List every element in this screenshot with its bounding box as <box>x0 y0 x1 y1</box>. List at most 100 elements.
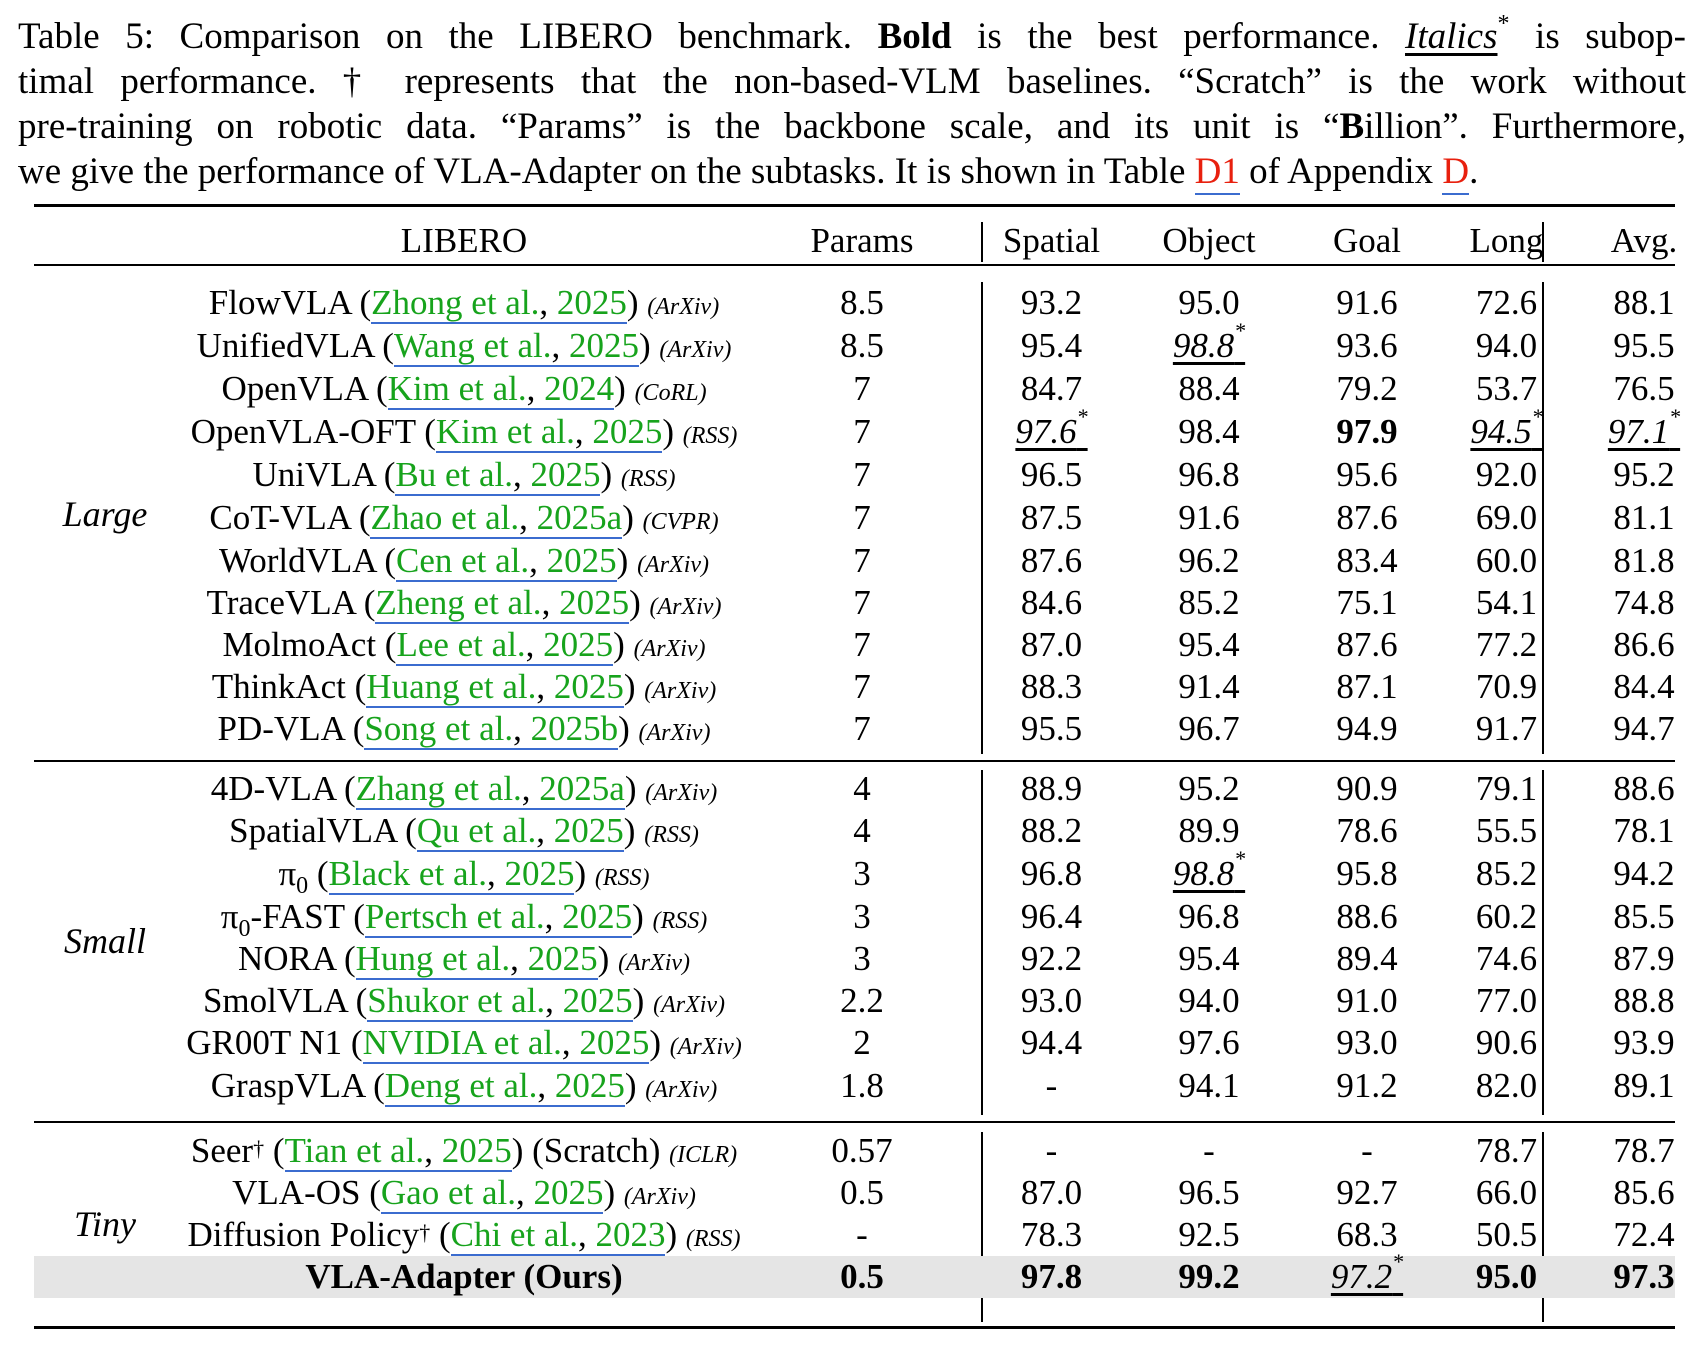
spatial-cell: 88.3 <box>979 666 1124 708</box>
goal-cell: 92.7 <box>1302 1172 1432 1214</box>
citation-year: 2025b <box>530 709 619 748</box>
object-value: 98.4 <box>1178 412 1240 451</box>
citation-link[interactable]: Kim et al., 2024 <box>387 369 615 410</box>
citation-link[interactable]: Song et al., 2025b <box>364 709 619 750</box>
header-goal: Goal <box>1332 221 1402 260</box>
citation-link[interactable]: Kim et al., 2025 <box>435 412 663 453</box>
suboptimal-mark: 98.8* <box>1173 848 1245 893</box>
params-cell: 7 <box>794 624 930 666</box>
table-row: FlowVLA (Zhong et al., 2025) (ArXiv) 8.5 9… <box>34 282 1675 324</box>
citation-link[interactable]: Tian et al., 2025 <box>284 1131 512 1172</box>
citation-link[interactable]: Deng et al., 2025 <box>384 1066 625 1107</box>
appendix-d-link[interactable]: D <box>1442 151 1470 195</box>
long-value: 50.5 <box>1475 1215 1538 1254</box>
citation-link[interactable]: Zhong et al., 2025 <box>371 283 627 324</box>
venue-label: (ICLR) <box>669 1142 738 1168</box>
table-row: PD-VLA (Song et al., 2025b) (ArXiv) 7 95.5… <box>34 708 1675 750</box>
suboptimal-mark: 97.6* <box>1015 406 1087 451</box>
params-cell: 1.8 <box>794 1065 930 1107</box>
avg-value: 86.6 <box>1613 625 1675 664</box>
method-cell: UnifiedVLA (Wang et al., 2025) (ArXiv) <box>196 326 732 367</box>
method-name: VLA-Adapter (Ours) <box>305 1257 623 1296</box>
goal-cell: 87.1 <box>1302 666 1432 708</box>
method-cell: PD-VLA (Song et al., 2025b) (ArXiv) <box>217 709 711 750</box>
header-sep-params <box>981 222 983 262</box>
body-sep-long <box>1542 282 1544 754</box>
long-cell: 54.1 <box>1439 582 1574 624</box>
citation-link[interactable]: NVIDIA et al., 2025 <box>362 1023 650 1064</box>
avg-cell: 93.9 <box>1594 1022 1694 1064</box>
citation-link[interactable]: Cen et al., 2025 <box>396 541 617 582</box>
spatial-value: 87.5 <box>1020 498 1083 537</box>
header-avg: Avg. <box>1610 221 1678 260</box>
method-cell: SpatialVLA (Qu et al., 2025) (RSS) <box>229 811 699 852</box>
params-cell: 7 <box>794 540 930 582</box>
object-cell: 94.0 <box>1129 980 1289 1022</box>
spatial-cell: 84.7 <box>979 368 1124 410</box>
table-d1-link[interactable]: D1 <box>1194 151 1240 195</box>
caption-line-2: timal performance. † represents that the… <box>18 61 1686 102</box>
citation-authors: Pertsch et al. <box>364 897 545 936</box>
citation-link[interactable]: Hung et al., 2025 <box>355 939 598 980</box>
goal-cell: 95.6 <box>1302 454 1432 496</box>
long-cell: 50.5 <box>1439 1214 1574 1256</box>
citation-year: 2025 <box>554 1066 625 1105</box>
citation-link[interactable]: Pertsch et al., 2025 <box>364 897 633 938</box>
citation-link[interactable]: Black et al., 2025 <box>328 854 575 895</box>
avg-value: 93.9 <box>1613 1023 1675 1062</box>
citation-link[interactable]: Bu et al., 2025 <box>395 455 601 496</box>
method-cell: UniVLA (Bu et al., 2025) (RSS) <box>252 455 676 496</box>
object-value: 95.2 <box>1178 769 1240 808</box>
citation-link[interactable]: Wang et al., 2025 <box>393 326 639 367</box>
spatial-value: - <box>1045 1066 1058 1105</box>
params-value: 2 <box>853 1023 871 1062</box>
citation-link[interactable]: Shukor et al., 2025 <box>367 981 633 1022</box>
citation-link[interactable]: Qu et al., 2025 <box>416 811 624 852</box>
params-cell: 7 <box>794 368 930 410</box>
avg-value: 94.7 <box>1613 709 1675 748</box>
citation-link[interactable]: Huang et al., 2025 <box>366 667 624 708</box>
venue-label: (ArXiv) <box>653 992 726 1018</box>
method-name: SpatialVLA <box>229 811 397 850</box>
citation-year: 2025 <box>553 811 624 850</box>
long-value: 95.0 <box>1475 1257 1538 1296</box>
object-cell: 91.6 <box>1129 497 1289 539</box>
long-cell: 91.7 <box>1439 708 1574 750</box>
citation-link[interactable]: Zheng et al., 2025 <box>375 583 630 624</box>
table-row: OpenVLA (Kim et al., 2024) (CoRL) 7 84.7 88… <box>34 368 1675 410</box>
object-cell: 98.8* <box>1129 848 1289 895</box>
suboptimal-star: * <box>1392 1249 1404 1275</box>
goal-cell: - <box>1302 1130 1432 1172</box>
method-name: UniVLA <box>252 455 375 494</box>
params-cell: 4 <box>794 810 930 852</box>
goal-value: 87.6 <box>1336 498 1398 537</box>
method-name: FlowVLA <box>208 283 351 322</box>
goal-value: 89.4 <box>1336 939 1398 978</box>
citation-link[interactable]: Zhao et al., 2025a <box>370 498 623 539</box>
citation-link[interactable]: Zhang et al., 2025a <box>355 769 625 810</box>
spatial-cell: 95.5 <box>979 708 1124 750</box>
citation-year: 2025 <box>546 541 617 580</box>
spatial-cell: 84.6 <box>979 582 1124 624</box>
method-name: WorldVLA <box>218 541 376 580</box>
bottom-rule <box>34 1326 1675 1329</box>
params-cell: 2 <box>794 1022 930 1064</box>
params-cell: 7 <box>794 666 930 708</box>
long-value: 94.5 <box>1470 412 1532 451</box>
spatial-cell: 92.2 <box>979 938 1124 980</box>
group-label-large: Large <box>62 494 148 534</box>
citation-authors: Bu et al. <box>395 455 513 494</box>
avg-cell: 81.1 <box>1594 497 1694 539</box>
citation-link[interactable]: Lee et al., 2025 <box>396 625 614 666</box>
body-sep-long-tiny <box>1542 1132 1544 1322</box>
table-row: UniVLA (Bu et al., 2025) (RSS) 7 96.5 96.8 9… <box>34 454 1675 496</box>
method-cell: MolmoAct (Lee et al., 2025) (ArXiv) <box>222 625 706 666</box>
citation-link[interactable]: Chi et al., 2023 <box>450 1215 666 1256</box>
long-value: 55.5 <box>1475 811 1538 850</box>
venue-label: (ArXiv) <box>638 720 711 746</box>
long-cell: 74.6 <box>1439 938 1574 980</box>
params-cell: 3 <box>794 896 930 938</box>
goal-value: 75.1 <box>1336 583 1398 622</box>
citation-link[interactable]: Gao et al., 2025 <box>380 1173 604 1214</box>
long-cell: 82.0 <box>1439 1065 1574 1107</box>
